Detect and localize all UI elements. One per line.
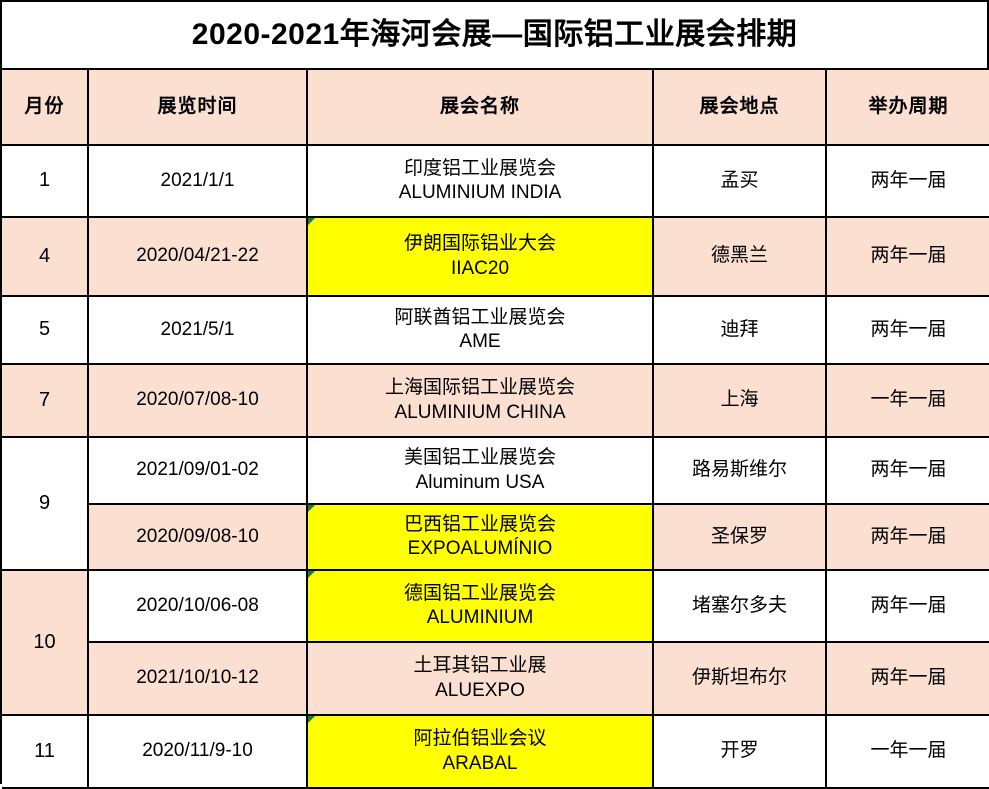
month-cell[interactable]: 10 bbox=[2, 570, 89, 716]
name-cell[interactable]: 上海国际铝工业展览会 ALUMINIUM CHINA bbox=[307, 364, 654, 438]
place-cell[interactable]: 圣保罗 bbox=[653, 504, 827, 571]
name-en: ALUMINIUM CHINA bbox=[394, 401, 566, 423]
table-row: 2021/10/10-12 土耳其铝工业展 ALUEXPO 伊斯坦布尔 两年一届 bbox=[2, 642, 989, 716]
name-en: ALUMINIUM bbox=[426, 607, 534, 628]
cycle-cell[interactable]: 两年一届 bbox=[826, 570, 989, 643]
month-cell[interactable]: 4 bbox=[2, 217, 89, 297]
name-en: EXPOALUMÍNIO bbox=[407, 538, 553, 559]
place-cell[interactable]: 上海 bbox=[653, 364, 827, 438]
date-cell[interactable]: 2020/10/06-08 bbox=[88, 570, 308, 643]
name-cn: 土耳其铝工业展 bbox=[413, 655, 547, 677]
date-cell[interactable]: 2020/04/21-22 bbox=[88, 217, 308, 297]
month-cell[interactable]: 5 bbox=[2, 296, 89, 365]
name-cell-highlighted[interactable]: 巴西铝工业展览会 EXPOALUMÍNIO bbox=[307, 504, 654, 571]
comment-indicator-icon bbox=[308, 716, 315, 723]
comment-indicator-icon bbox=[308, 218, 315, 225]
date-cell[interactable]: 2020/09/08-10 bbox=[88, 504, 308, 571]
name-cell[interactable]: 土耳其铝工业展 ALUEXPO bbox=[307, 642, 654, 716]
month-cell[interactable]: 1 bbox=[2, 145, 89, 218]
table-row: 5 2021/5/1 阿联酋铝工业展览会 AME 迪拜 两年一届 bbox=[2, 296, 989, 365]
month-cell[interactable]: 7 bbox=[2, 364, 89, 438]
name-en: ALUEXPO bbox=[435, 679, 525, 701]
table-row: 4 2020/04/21-22 伊朗国际铝业大会 IIAC20 德黑兰 两年一届 bbox=[2, 217, 989, 297]
table-row: 10 2020/10/06-08 德国铝工业展览会 ALUMINIUM 堵塞尔多… bbox=[2, 570, 989, 716]
cycle-cell[interactable]: 两年一届 bbox=[826, 504, 989, 571]
date-cell[interactable]: 2021/1/1 bbox=[88, 145, 308, 218]
name-cell-highlighted[interactable]: 德国铝工业展览会 ALUMINIUM bbox=[307, 570, 654, 643]
name-cn: 阿拉伯铝业会议 bbox=[413, 728, 547, 750]
name-en: ARABAL bbox=[442, 752, 518, 774]
name-cn: 巴西铝工业展览会 bbox=[403, 513, 556, 535]
name-cell[interactable]: 印度铝工业展览会 ALUMINIUM INDIA bbox=[307, 145, 654, 218]
place-cell[interactable]: 堵塞尔多夫 bbox=[653, 570, 827, 643]
name-cn: 印度铝工业展览会 bbox=[403, 157, 556, 179]
date-cell[interactable]: 2020/07/08-10 bbox=[88, 364, 308, 438]
name-cell[interactable]: 美国铝工业展览会 Aluminum USA bbox=[307, 437, 654, 505]
comment-indicator-icon bbox=[308, 571, 315, 578]
date-cell[interactable]: 2021/09/01-02 bbox=[88, 437, 308, 505]
name-cell[interactable]: 阿联酋铝工业展览会 AME bbox=[307, 296, 654, 365]
column-header-date[interactable]: 展览时间 bbox=[88, 70, 308, 146]
place-cell[interactable]: 路易斯维尔 bbox=[653, 437, 827, 505]
place-cell[interactable]: 德黑兰 bbox=[653, 217, 827, 297]
cycle-cell[interactable]: 两年一届 bbox=[826, 437, 989, 505]
comment-indicator-icon bbox=[308, 505, 315, 512]
table-body: 1 2021/1/1 印度铝工业展览会 ALUMINIUM INDIA 孟买 两… bbox=[2, 145, 989, 789]
column-header-place[interactable]: 展会地点 bbox=[653, 70, 827, 146]
column-header-month[interactable]: 月份 bbox=[2, 70, 89, 146]
page-title: 2020-2021年海河会展—国际铝工业展会排期 bbox=[191, 18, 798, 51]
table-header: 月份 展览时间 展会名称 展会地点 举办周期 bbox=[2, 70, 989, 146]
column-header-cycle[interactable]: 举办周期 bbox=[826, 70, 989, 146]
cycle-cell[interactable]: 两年一届 bbox=[826, 642, 989, 716]
cycle-cell[interactable]: 两年一届 bbox=[826, 217, 989, 297]
place-cell[interactable]: 孟买 bbox=[653, 145, 827, 218]
date-cell[interactable]: 2021/10/10-12 bbox=[88, 642, 308, 716]
table-row: 2020/09/08-10 巴西铝工业展览会 EXPOALUMÍNIO 圣保罗 … bbox=[2, 504, 989, 571]
date-cell[interactable]: 2020/11/9-10 bbox=[88, 715, 308, 789]
name-cn: 伊朗国际铝业大会 bbox=[403, 233, 556, 255]
exhibition-schedule-table: 月份 展览时间 展会名称 展会地点 举办周期 1 2021/1/1 印度铝工业展… bbox=[2, 70, 989, 789]
name-cn: 阿联酋铝工业展览会 bbox=[394, 306, 566, 328]
name-en: ALUMINIUM INDIA bbox=[398, 182, 562, 203]
header-row: 月份 展览时间 展会名称 展会地点 举办周期 bbox=[2, 70, 989, 146]
name-cn: 美国铝工业展览会 bbox=[403, 447, 556, 469]
table-row: 7 2020/07/08-10 上海国际铝工业展览会 ALUMINIUM CHI… bbox=[2, 364, 989, 438]
cycle-cell[interactable]: 两年一届 bbox=[826, 296, 989, 365]
name-en: Aluminum USA bbox=[415, 471, 545, 493]
month-cell[interactable]: 11 bbox=[2, 715, 89, 789]
name-cn: 德国铝工业展览会 bbox=[403, 582, 556, 604]
date-cell[interactable]: 2021/5/1 bbox=[88, 296, 308, 365]
cycle-cell[interactable]: 一年一届 bbox=[826, 364, 989, 438]
place-cell[interactable]: 开罗 bbox=[653, 715, 827, 789]
month-cell[interactable]: 9 bbox=[2, 437, 89, 571]
place-cell[interactable]: 伊斯坦布尔 bbox=[653, 642, 827, 716]
table-row: 11 2020/11/9-10 阿拉伯铝业会议 ARABAL 开罗 一年一届 bbox=[2, 715, 989, 789]
cycle-cell[interactable]: 一年一届 bbox=[826, 715, 989, 789]
name-en: IIAC20 bbox=[450, 257, 510, 279]
name-cn: 上海国际铝工业展览会 bbox=[384, 377, 575, 399]
name-en: AME bbox=[459, 331, 501, 352]
title-row: 2020-2021年海河会展—国际铝工业展会排期 bbox=[2, 2, 989, 70]
cycle-cell[interactable]: 两年一届 bbox=[826, 145, 989, 218]
column-header-name[interactable]: 展会名称 bbox=[307, 70, 654, 146]
name-cell-highlighted[interactable]: 阿拉伯铝业会议 ARABAL bbox=[307, 715, 654, 789]
place-cell[interactable]: 迪拜 bbox=[653, 296, 827, 365]
name-cell-highlighted[interactable]: 伊朗国际铝业大会 IIAC20 bbox=[307, 217, 654, 297]
table-row: 1 2021/1/1 印度铝工业展览会 ALUMINIUM INDIA 孟买 两… bbox=[2, 145, 989, 218]
table-row: 9 2021/09/01-02 美国铝工业展览会 Aluminum USA 路易… bbox=[2, 437, 989, 571]
